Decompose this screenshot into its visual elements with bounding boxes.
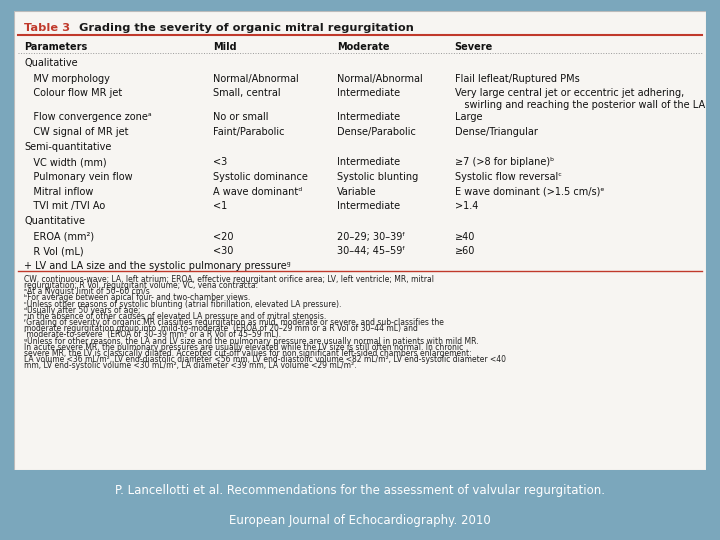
Text: ‘moderate-to-severe’ (EROA of 30–39 mm² or a R Vol of 45–59 mL).: ‘moderate-to-severe’ (EROA of 30–39 mm² … — [24, 330, 281, 340]
Text: LA volume <36 mL/m², LV end-diastolic diameter <56 mm, LV end-diastolic volume <: LA volume <36 mL/m², LV end-diastolic di… — [24, 355, 506, 364]
Text: <1: <1 — [213, 201, 227, 211]
Text: Moderate: Moderate — [337, 42, 390, 52]
Text: Colour flow MR jet: Colour flow MR jet — [24, 89, 122, 98]
Text: TVI mit /TVI Ao: TVI mit /TVI Ao — [24, 201, 105, 211]
Text: ᵇFor average between apical four- and two-chamber views.: ᵇFor average between apical four- and tw… — [24, 293, 251, 302]
Text: Dense/Parabolic: Dense/Parabolic — [337, 127, 416, 137]
Text: Semi-quantitative: Semi-quantitative — [24, 141, 112, 152]
Text: Variable: Variable — [337, 187, 377, 197]
Text: Mild: Mild — [213, 42, 236, 52]
Text: Large: Large — [455, 112, 482, 122]
Text: ≥60: ≥60 — [455, 246, 475, 256]
Text: <20: <20 — [213, 232, 233, 241]
Text: <3: <3 — [213, 157, 227, 167]
Text: Small, central: Small, central — [213, 89, 280, 98]
Text: 30–44; 45–59ᶠ: 30–44; 45–59ᶠ — [337, 246, 405, 256]
Text: E wave dominant (>1.5 cm/s)ᵉ: E wave dominant (>1.5 cm/s)ᵉ — [455, 187, 604, 197]
Text: CW signal of MR jet: CW signal of MR jet — [24, 127, 129, 137]
Text: ᶠGrading of severity of organic MR classifies regurgitation as mild, moderate or: ᶠGrading of severity of organic MR class… — [24, 318, 444, 327]
Text: regurgitation; R Vol, regurgitant volume; VC, vena contracta.: regurgitation; R Vol, regurgitant volume… — [24, 281, 258, 290]
Text: Systolic blunting: Systolic blunting — [337, 172, 418, 182]
Text: Very large central jet or eccentric jet adhering,
   swirling and reaching the p: Very large central jet or eccentric jet … — [455, 89, 705, 110]
Text: ≥7 (>8 for biplane)ᵇ: ≥7 (>8 for biplane)ᵇ — [455, 157, 554, 167]
Text: In acute severe MR, the pulmonary pressures are usually elevated while the LV si: In acute severe MR, the pulmonary pressu… — [24, 343, 464, 352]
Text: Intermediate: Intermediate — [337, 112, 400, 122]
Text: moderate regurgitation group into ‘mild-to-moderate’ (EROA of 20–29 mm or a R Vo: moderate regurgitation group into ‘mild-… — [24, 325, 418, 333]
Text: Quantitative: Quantitative — [24, 216, 85, 226]
Text: Severe: Severe — [455, 42, 493, 52]
Text: CW, continuous-wave; LA, left atrium; EROA, effective regurgitant orifice area; : CW, continuous-wave; LA, left atrium; ER… — [24, 275, 434, 284]
Text: A wave dominantᵈ: A wave dominantᵈ — [213, 187, 302, 197]
Text: Table 3: Table 3 — [24, 23, 71, 33]
Text: Parameters: Parameters — [24, 42, 87, 52]
Text: Grading the severity of organic mitral regurgitation: Grading the severity of organic mitral r… — [71, 23, 414, 33]
Text: mm, LV end-systolic volume <30 mL/m², LA diameter <39 mm, LA volume <29 mL/m².: mm, LV end-systolic volume <30 mL/m², LA… — [24, 361, 356, 370]
Text: European Journal of Echocardiography. 2010: European Journal of Echocardiography. 20… — [229, 514, 491, 527]
Text: 20–29; 30–39ᶠ: 20–29; 30–39ᶠ — [337, 232, 405, 241]
Text: MV morphology: MV morphology — [24, 73, 110, 84]
Text: Qualitative: Qualitative — [24, 58, 78, 68]
Text: Dense/Triangular: Dense/Triangular — [455, 127, 538, 137]
Text: VC width (mm): VC width (mm) — [24, 157, 107, 167]
Text: Normal/Abnormal: Normal/Abnormal — [337, 73, 423, 84]
Text: >1.4: >1.4 — [455, 201, 478, 211]
Text: ᶜUnless other reasons of systolic blunting (atrial fibrillation, elevated LA pre: ᶜUnless other reasons of systolic blunti… — [24, 300, 341, 308]
Text: Intermediate: Intermediate — [337, 89, 400, 98]
Text: Flail lefleat/Ruptured PMs: Flail lefleat/Ruptured PMs — [455, 73, 580, 84]
Text: Intermediate: Intermediate — [337, 157, 400, 167]
Text: + LV and LA size and the systolic pulmonary pressureᵍ: + LV and LA size and the systolic pulmon… — [24, 261, 291, 271]
Text: ᵃAt a Nyquist limit of 50–60 cm/s: ᵃAt a Nyquist limit of 50–60 cm/s — [24, 287, 150, 296]
Text: Mitral inflow: Mitral inflow — [24, 187, 94, 197]
Text: ᵉin the absence of other causes of elevated LA pressure and of mitral stenosis.: ᵉin the absence of other causes of eleva… — [24, 312, 326, 321]
Text: ≥40: ≥40 — [455, 232, 475, 241]
Text: Flow convergence zoneᵃ: Flow convergence zoneᵃ — [24, 112, 152, 122]
Text: Faint/Parabolic: Faint/Parabolic — [213, 127, 284, 137]
Text: EROA (mm²): EROA (mm²) — [24, 232, 94, 241]
Text: ᵈUsually after 50 years of age;: ᵈUsually after 50 years of age; — [24, 306, 140, 315]
Text: severe MR, the LV is classically dilated. Accepted cut-off values for non signif: severe MR, the LV is classically dilated… — [24, 349, 472, 358]
Text: Intermediate: Intermediate — [337, 201, 400, 211]
Text: Normal/Abnormal: Normal/Abnormal — [213, 73, 299, 84]
Text: Systolic flow reversalᶜ: Systolic flow reversalᶜ — [455, 172, 562, 182]
Text: Systolic dominance: Systolic dominance — [213, 172, 307, 182]
Text: R Vol (mL): R Vol (mL) — [24, 246, 84, 256]
Text: ᵍUnless for other reasons, the LA and LV size and the pulmonary pressure are usu: ᵍUnless for other reasons, the LA and LV… — [24, 337, 479, 346]
Text: Pulmonary vein flow: Pulmonary vein flow — [24, 172, 132, 182]
Text: No or small: No or small — [213, 112, 269, 122]
Text: <30: <30 — [213, 246, 233, 256]
Text: P. Lancellotti et al. Recommendations for the assessment of valvular regurgitati: P. Lancellotti et al. Recommendations fo… — [115, 484, 605, 497]
FancyBboxPatch shape — [14, 11, 706, 470]
